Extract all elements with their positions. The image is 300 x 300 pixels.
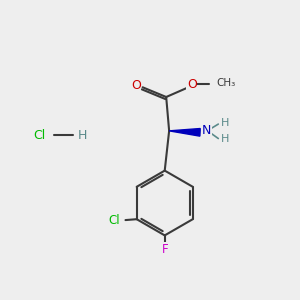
Text: Cl: Cl — [33, 129, 46, 142]
Text: O: O — [131, 79, 141, 92]
Text: H: H — [78, 129, 87, 142]
Polygon shape — [169, 128, 200, 136]
Text: F: F — [161, 243, 168, 256]
Text: H: H — [221, 118, 230, 128]
Text: CH₃: CH₃ — [216, 78, 235, 88]
Text: N: N — [202, 124, 211, 137]
Text: O: O — [187, 78, 197, 91]
Text: Cl: Cl — [108, 214, 120, 227]
Text: H: H — [221, 134, 230, 144]
